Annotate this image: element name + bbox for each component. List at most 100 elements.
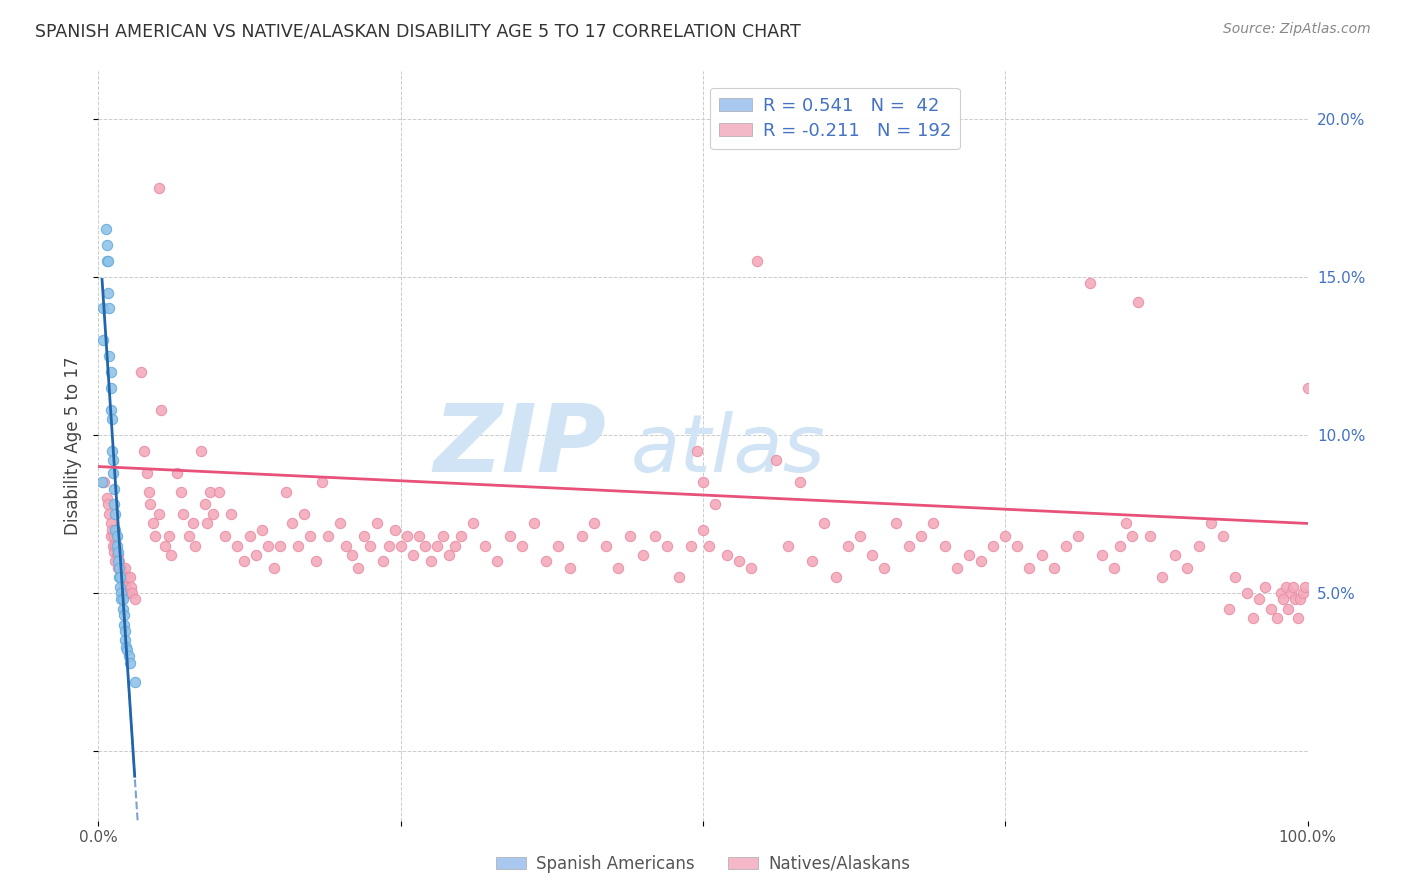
Point: [157, 529, 180, 543]
Point: [1272, 592, 1295, 607]
Point: [1275, 580, 1298, 594]
Point: [1121, 529, 1143, 543]
Point: [100, 523, 122, 537]
Point: [98, 301, 121, 316]
Point: [139, 498, 162, 512]
Point: [94, 222, 117, 236]
Point: [110, 560, 132, 574]
Point: [668, 570, 690, 584]
Point: [104, 554, 127, 568]
Point: [1078, 276, 1101, 290]
Point: [108, 570, 131, 584]
Point: [728, 554, 751, 568]
Point: [776, 539, 799, 553]
Point: [444, 539, 467, 553]
Point: [114, 624, 136, 638]
Point: [105, 539, 128, 553]
Point: [1031, 548, 1053, 562]
Point: [1249, 592, 1271, 607]
Point: [135, 466, 157, 480]
Point: [111, 602, 134, 616]
Point: [115, 580, 138, 594]
Point: [269, 539, 291, 553]
Point: [110, 586, 132, 600]
Point: [153, 539, 176, 553]
Point: [292, 507, 315, 521]
Point: [1236, 586, 1258, 600]
Point: [305, 554, 328, 568]
Point: [1282, 580, 1305, 594]
Point: [897, 539, 920, 553]
Point: [110, 592, 132, 607]
Point: [299, 529, 322, 543]
Point: [108, 560, 131, 574]
Point: [208, 484, 231, 499]
Point: [103, 498, 125, 512]
Point: [107, 560, 129, 574]
Point: [96, 238, 118, 252]
Point: [547, 539, 569, 553]
Point: [595, 539, 617, 553]
Point: [239, 529, 262, 543]
Point: [150, 402, 173, 417]
Point: [837, 539, 859, 553]
Point: [114, 633, 136, 648]
Point: [655, 539, 678, 553]
Point: [1279, 586, 1302, 600]
Point: [644, 529, 666, 543]
Point: [860, 548, 883, 562]
Point: [426, 539, 449, 553]
Point: [98, 349, 121, 363]
Point: [686, 443, 709, 458]
Point: [1128, 295, 1150, 310]
Point: [256, 539, 278, 553]
Point: [463, 516, 485, 531]
Point: [1067, 529, 1090, 543]
Point: [93, 475, 115, 490]
Point: [347, 560, 370, 574]
Point: [111, 592, 134, 607]
Point: [740, 560, 762, 574]
Point: [1254, 580, 1277, 594]
Point: [413, 539, 436, 553]
Point: [1296, 380, 1319, 394]
Point: [115, 640, 138, 654]
Point: [104, 523, 127, 537]
Point: [849, 529, 872, 543]
Point: [1188, 539, 1211, 553]
Text: ZIP: ZIP: [433, 400, 606, 492]
Point: [1163, 548, 1185, 562]
Point: [100, 365, 122, 379]
Point: [107, 548, 129, 562]
Point: [631, 548, 654, 562]
Point: [329, 516, 352, 531]
Point: [274, 484, 297, 499]
Point: [873, 560, 896, 574]
Point: [226, 539, 249, 553]
Point: [311, 475, 333, 490]
Point: [360, 539, 382, 553]
Point: [450, 529, 472, 543]
Point: [91, 475, 114, 490]
Point: [214, 529, 236, 543]
Point: [910, 529, 932, 543]
Point: [692, 475, 714, 490]
Point: [474, 539, 496, 553]
Point: [970, 554, 993, 568]
Point: [142, 516, 165, 531]
Point: [107, 554, 129, 568]
Point: [534, 554, 557, 568]
Point: [523, 516, 546, 531]
Point: [97, 498, 120, 512]
Point: [371, 554, 394, 568]
Point: [100, 412, 122, 426]
Y-axis label: Disability Age 5 to 17: Disability Age 5 to 17: [65, 357, 83, 535]
Point: [148, 507, 170, 521]
Point: [118, 586, 141, 600]
Point: [353, 529, 375, 543]
Point: [432, 529, 454, 543]
Point: [619, 529, 641, 543]
Point: [946, 560, 969, 574]
Point: [1260, 602, 1282, 616]
Point: [124, 674, 146, 689]
